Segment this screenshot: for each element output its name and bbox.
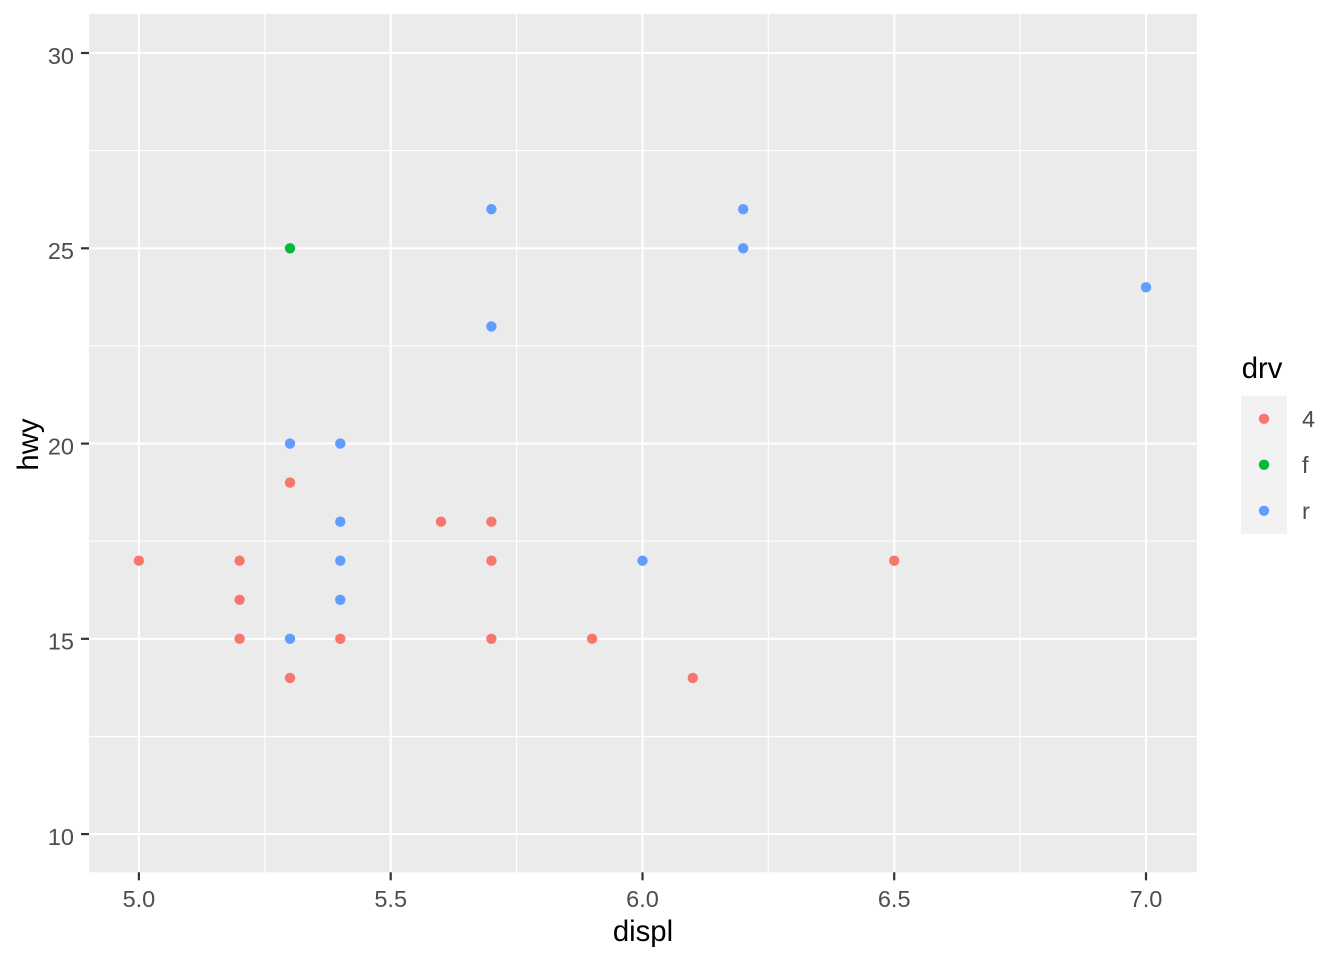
svg-text:6.0: 6.0 <box>626 886 659 912</box>
svg-text:5.5: 5.5 <box>374 886 407 912</box>
svg-text:r: r <box>1302 498 1310 524</box>
svg-text:4: 4 <box>1302 406 1315 432</box>
svg-text:displ: displ <box>613 915 673 948</box>
svg-text:drv: drv <box>1242 352 1283 385</box>
svg-text:10: 10 <box>48 824 74 850</box>
svg-text:5.0: 5.0 <box>123 886 156 912</box>
svg-text:30: 30 <box>48 43 74 69</box>
svg-text:25: 25 <box>48 238 74 264</box>
svg-text:7.0: 7.0 <box>1130 886 1163 912</box>
svg-text:6.5: 6.5 <box>878 886 911 912</box>
svg-text:f: f <box>1302 452 1309 478</box>
svg-text:15: 15 <box>48 629 74 655</box>
svg-text:20: 20 <box>48 434 74 460</box>
svg-text:hwy: hwy <box>12 418 45 470</box>
